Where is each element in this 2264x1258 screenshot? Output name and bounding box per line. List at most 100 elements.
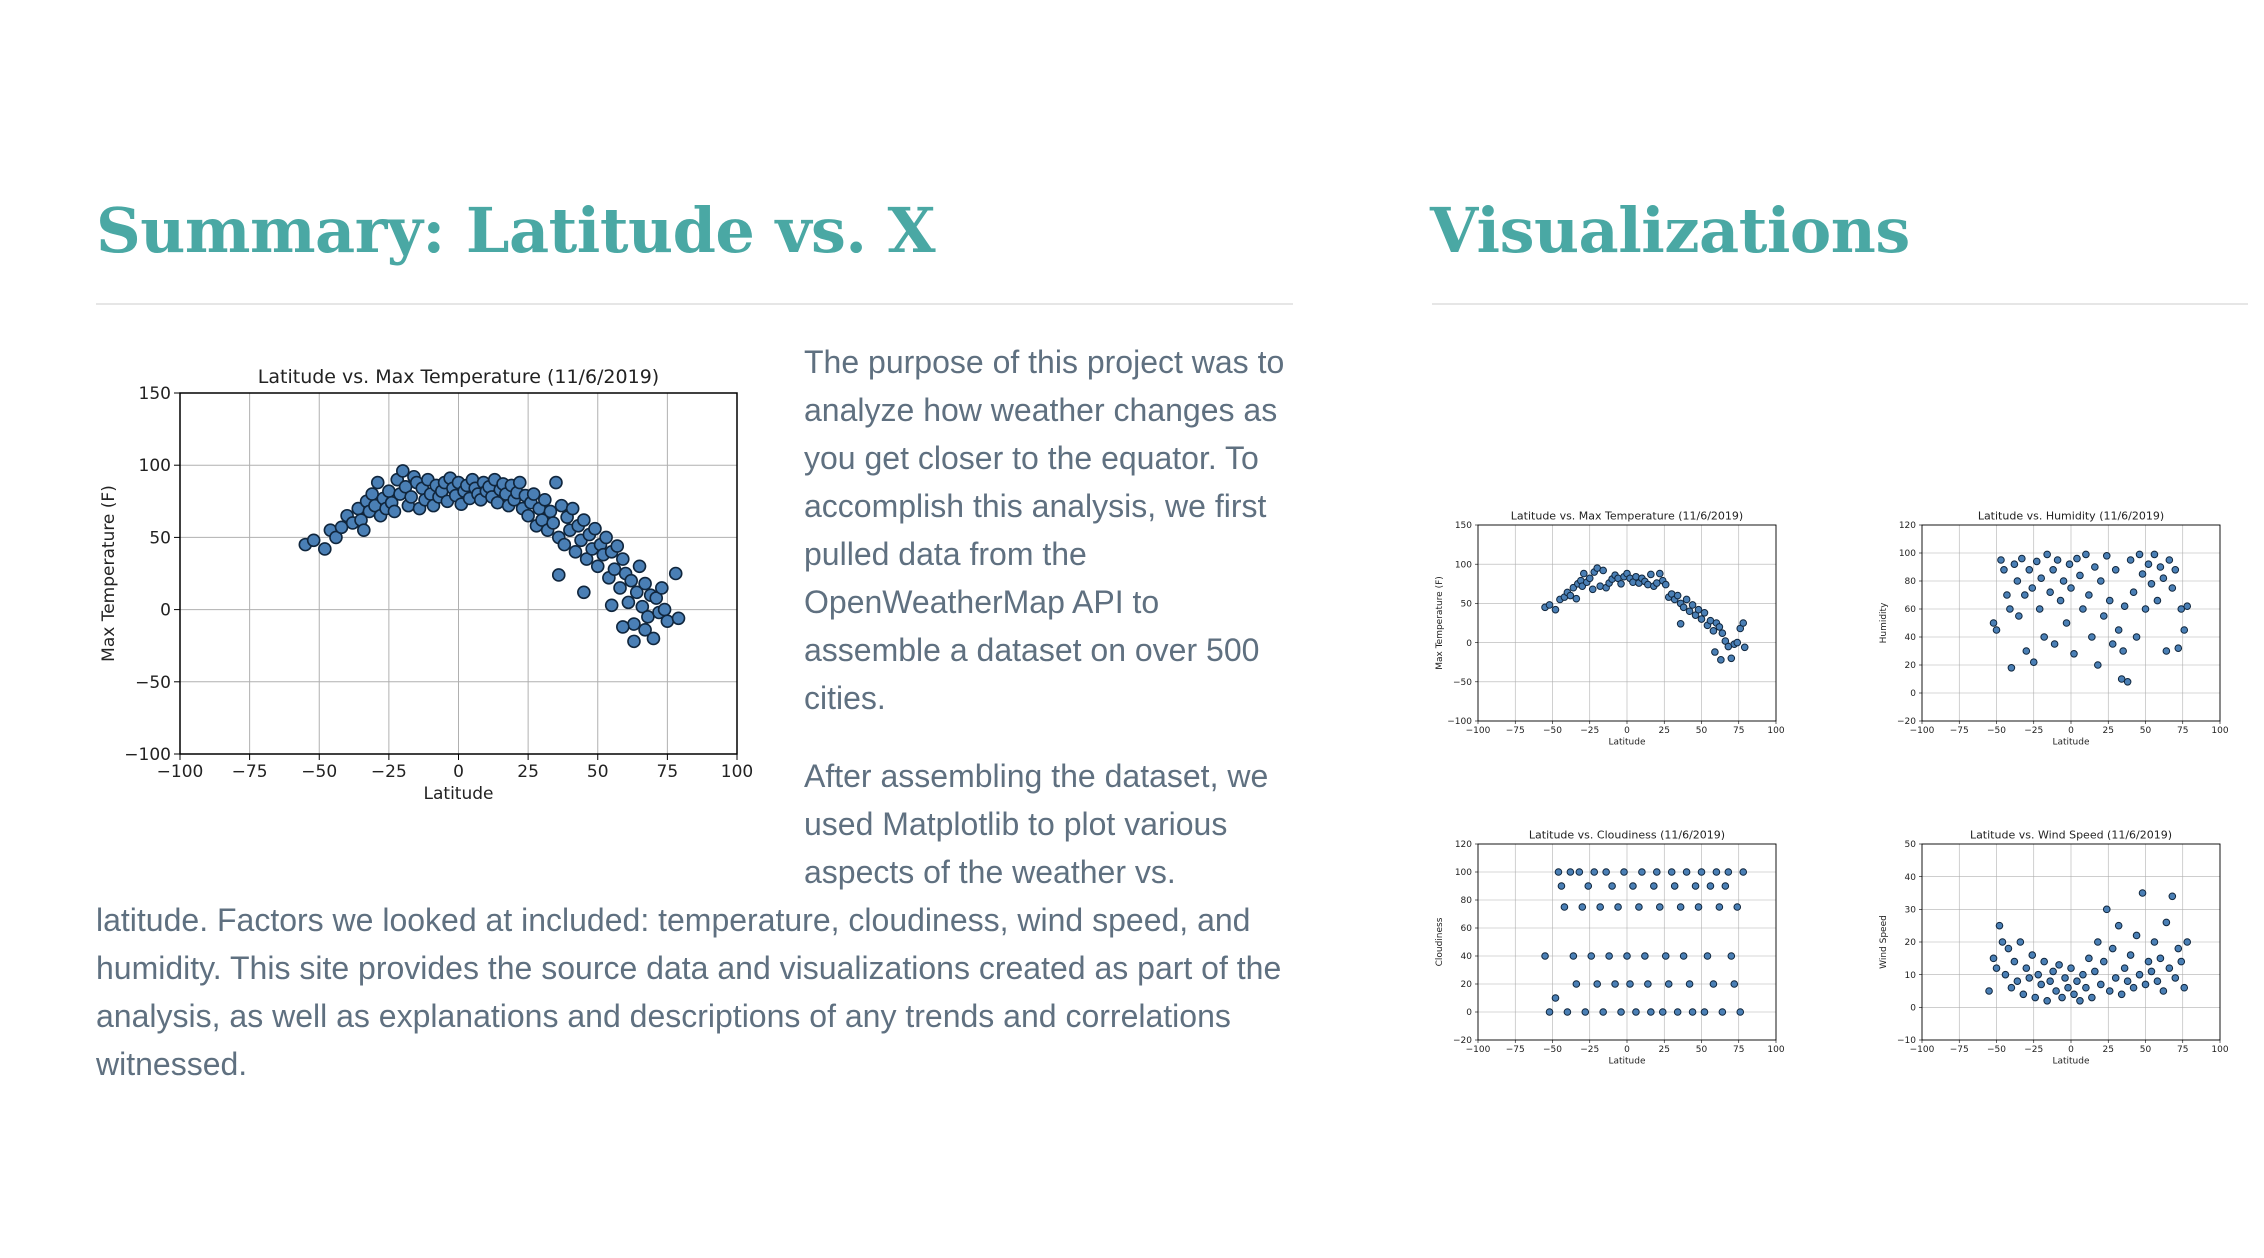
data-point bbox=[2099, 957, 2108, 966]
data-point bbox=[2007, 983, 2016, 992]
y-tick-label: −50 bbox=[135, 673, 171, 693]
data-point bbox=[2180, 626, 2189, 634]
data-point bbox=[2102, 552, 2111, 560]
data-point bbox=[1685, 607, 1694, 616]
data-point bbox=[2004, 944, 2013, 953]
y-tick-label: 100 bbox=[1899, 549, 1916, 559]
data-point bbox=[1605, 952, 1613, 960]
data-point bbox=[2168, 892, 2177, 901]
data-point bbox=[646, 631, 661, 646]
y-tick-label: 80 bbox=[1905, 577, 1917, 587]
data-point bbox=[579, 552, 594, 566]
data-point bbox=[2094, 938, 2102, 946]
data-point bbox=[2126, 951, 2135, 959]
data-point bbox=[1694, 605, 1703, 614]
data-point bbox=[629, 585, 644, 600]
x-tick-label: −75 bbox=[1950, 726, 1969, 736]
data-point bbox=[2119, 647, 2127, 655]
data-point bbox=[2099, 612, 2108, 620]
data-point bbox=[1563, 1008, 1572, 1016]
plot-frame bbox=[1477, 843, 1777, 1041]
visualization-max-temperature-chart[interactable]: −100 −75 −50 −25 0 25 50 75 100 −100 −50 0 50 100 150 L… bbox=[1430, 505, 1790, 750]
data-point bbox=[2165, 964, 2174, 972]
chart-title: Latitude vs. Cloudiness (11/6/2019) bbox=[1529, 829, 1725, 842]
y-tick-label: 50 bbox=[149, 528, 171, 548]
data-point bbox=[1617, 580, 1625, 588]
data-point bbox=[2177, 605, 2186, 613]
data-point bbox=[2088, 993, 2096, 1002]
data-point bbox=[1581, 1008, 1590, 1016]
x-tick-label: 25 bbox=[1659, 726, 1670, 736]
data-point bbox=[1569, 952, 1578, 960]
data-point bbox=[2019, 990, 2028, 999]
data-point bbox=[395, 464, 410, 478]
data-point bbox=[2025, 974, 2034, 982]
data-point bbox=[2003, 591, 2011, 599]
data-point bbox=[2177, 957, 2186, 966]
data-point bbox=[2076, 997, 2084, 1005]
data-point bbox=[627, 634, 641, 649]
data-point bbox=[2070, 990, 2078, 999]
data-point bbox=[2183, 602, 2192, 610]
visualization-humidity-chart[interactable]: −100 −75 −50 −25 0 25 50 75 100 −20 0 20 40 60 80 100 12… bbox=[1874, 505, 2234, 750]
data-point bbox=[2049, 967, 2057, 976]
data-point bbox=[2102, 905, 2111, 914]
y-tick-label: −20 bbox=[1897, 717, 1916, 727]
data-point bbox=[2067, 964, 2075, 972]
y-tick-label: 120 bbox=[1899, 521, 1916, 531]
data-point bbox=[1673, 591, 1682, 600]
data-point bbox=[624, 573, 638, 588]
x-tick-label: 75 bbox=[1733, 1045, 1744, 1055]
data-point bbox=[1676, 903, 1685, 911]
x-tick-label: 75 bbox=[2177, 1045, 2188, 1055]
y-tick-label: −100 bbox=[1447, 717, 1472, 727]
x-tick-label: 50 bbox=[587, 762, 609, 782]
data-point bbox=[2144, 957, 2153, 966]
data-point bbox=[2091, 563, 2099, 571]
y-tick-label: 100 bbox=[1455, 868, 1472, 878]
y-tick-label: 60 bbox=[1461, 924, 1473, 934]
data-point bbox=[1554, 868, 1563, 876]
data-point bbox=[2114, 921, 2123, 930]
data-point bbox=[568, 545, 583, 559]
visualization-wind-speed-chart[interactable]: −100 −75 −50 −25 0 25 50 75 100−1001020304050Lat… bbox=[1874, 824, 2234, 1069]
data-point bbox=[1739, 619, 1748, 627]
data-point bbox=[2156, 954, 2165, 963]
data-point bbox=[2001, 970, 2010, 979]
data-point bbox=[1560, 903, 1569, 911]
data-point bbox=[1697, 868, 1706, 876]
y-tick-label: 20 bbox=[1905, 661, 1917, 671]
data-point bbox=[1608, 882, 1616, 890]
data-point bbox=[1685, 980, 1694, 988]
data-point bbox=[1992, 626, 2001, 634]
data-point bbox=[2076, 571, 2084, 580]
y-tick-label: 120 bbox=[1455, 840, 1472, 850]
data-point bbox=[1620, 868, 1628, 876]
x-tick-label: −100 bbox=[1910, 726, 1935, 736]
y-tick-label: 100 bbox=[139, 456, 171, 476]
data-point bbox=[2138, 889, 2147, 897]
chart-title: Latitude vs. Humidity (11/6/2019) bbox=[1978, 510, 2164, 523]
x-tick-label: −100 bbox=[1466, 1045, 1491, 1055]
data-point bbox=[538, 493, 552, 507]
data-point bbox=[1691, 882, 1700, 890]
visualization-cloudiness-chart[interactable]: −100 −75 −50 −25 0 25 50 75 100 −20 0 20 40 60 80 100 12… bbox=[1430, 824, 1790, 1069]
data-point bbox=[577, 513, 591, 527]
y-tick-label: 40 bbox=[1461, 952, 1473, 962]
data-point bbox=[2138, 570, 2147, 578]
data-point bbox=[2120, 602, 2129, 610]
data-point bbox=[1733, 903, 1742, 911]
data-point bbox=[1682, 868, 1691, 876]
data-point bbox=[1614, 903, 1622, 911]
y-tick-label: 100 bbox=[1455, 560, 1472, 570]
summary-temperature-chart[interactable]: −100 −75 −50 −25 0 25 50 75 100 −100 −50 0 50 100 150 L… bbox=[90, 338, 804, 858]
x-axis-label: Latitude bbox=[424, 784, 494, 804]
data-point bbox=[2079, 970, 2087, 979]
data-point bbox=[2070, 650, 2078, 658]
data-point bbox=[1730, 980, 1739, 988]
data-point bbox=[2000, 566, 2008, 574]
data-point bbox=[2183, 938, 2192, 946]
data-point bbox=[1632, 1008, 1640, 1016]
x-axis-label: Latitude bbox=[2052, 1057, 2090, 1067]
data-point bbox=[2147, 967, 2156, 976]
